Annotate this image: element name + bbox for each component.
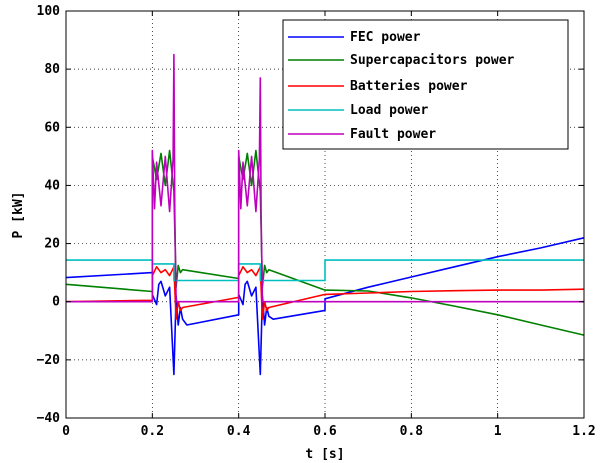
legend-label-fault: Fault power — [350, 127, 436, 142]
y-tick-label: −20 — [37, 353, 61, 368]
legend-entry-load: Load power — [288, 103, 428, 118]
y-tick-label: 60 — [44, 120, 60, 135]
legend-label-supercapacitors: Supercapacitors power — [350, 53, 515, 68]
legend-box — [282, 19, 569, 150]
series-line-batteries — [65, 265, 585, 321]
legend-label-batteries: Batteries power — [350, 79, 468, 94]
legend-entry-supercapacitors: Supercapacitors power — [288, 53, 515, 68]
legend-entry-batteries: Batteries power — [288, 79, 468, 94]
x-tick-label: 1 — [494, 424, 502, 439]
x-tick-label: 0.2 — [141, 424, 164, 439]
y-tick-label: 20 — [44, 237, 60, 252]
y-tick-label: 100 — [37, 4, 61, 19]
legend: FEC power Supercapacitors power Batterie… — [282, 19, 569, 150]
y-tick-label: 40 — [44, 178, 60, 193]
series-layer — [65, 53, 585, 376]
legend-label-fec: FEC power — [350, 30, 421, 45]
legend-label-load: Load power — [350, 103, 428, 118]
y-axis-label: P [kW] — [11, 192, 26, 239]
x-tick-label: 0 — [62, 424, 70, 439]
y-tick-label: −40 — [37, 411, 61, 426]
y-tick-label: 0 — [52, 295, 60, 310]
x-tick-label: 1.2 — [572, 424, 595, 439]
x-tick-label: 0.8 — [400, 424, 424, 439]
series-line-fec — [65, 237, 585, 376]
x-tick-label: 0.4 — [227, 424, 251, 439]
tick-labels: 0 0.2 0.4 0.6 0.8 1 1.2 −40 −20 0 20 40 60 80 100 — [37, 4, 596, 439]
x-tick-label: 0.6 — [313, 424, 337, 439]
y-tick-label: 80 — [44, 62, 60, 77]
legend-entry-fec: FEC power — [288, 30, 421, 45]
x-axis-label: t [s] — [305, 447, 344, 462]
series-line-fault — [66, 53, 584, 303]
legend-entry-fault: Fault power — [288, 127, 436, 142]
ticks — [65, 10, 585, 419]
